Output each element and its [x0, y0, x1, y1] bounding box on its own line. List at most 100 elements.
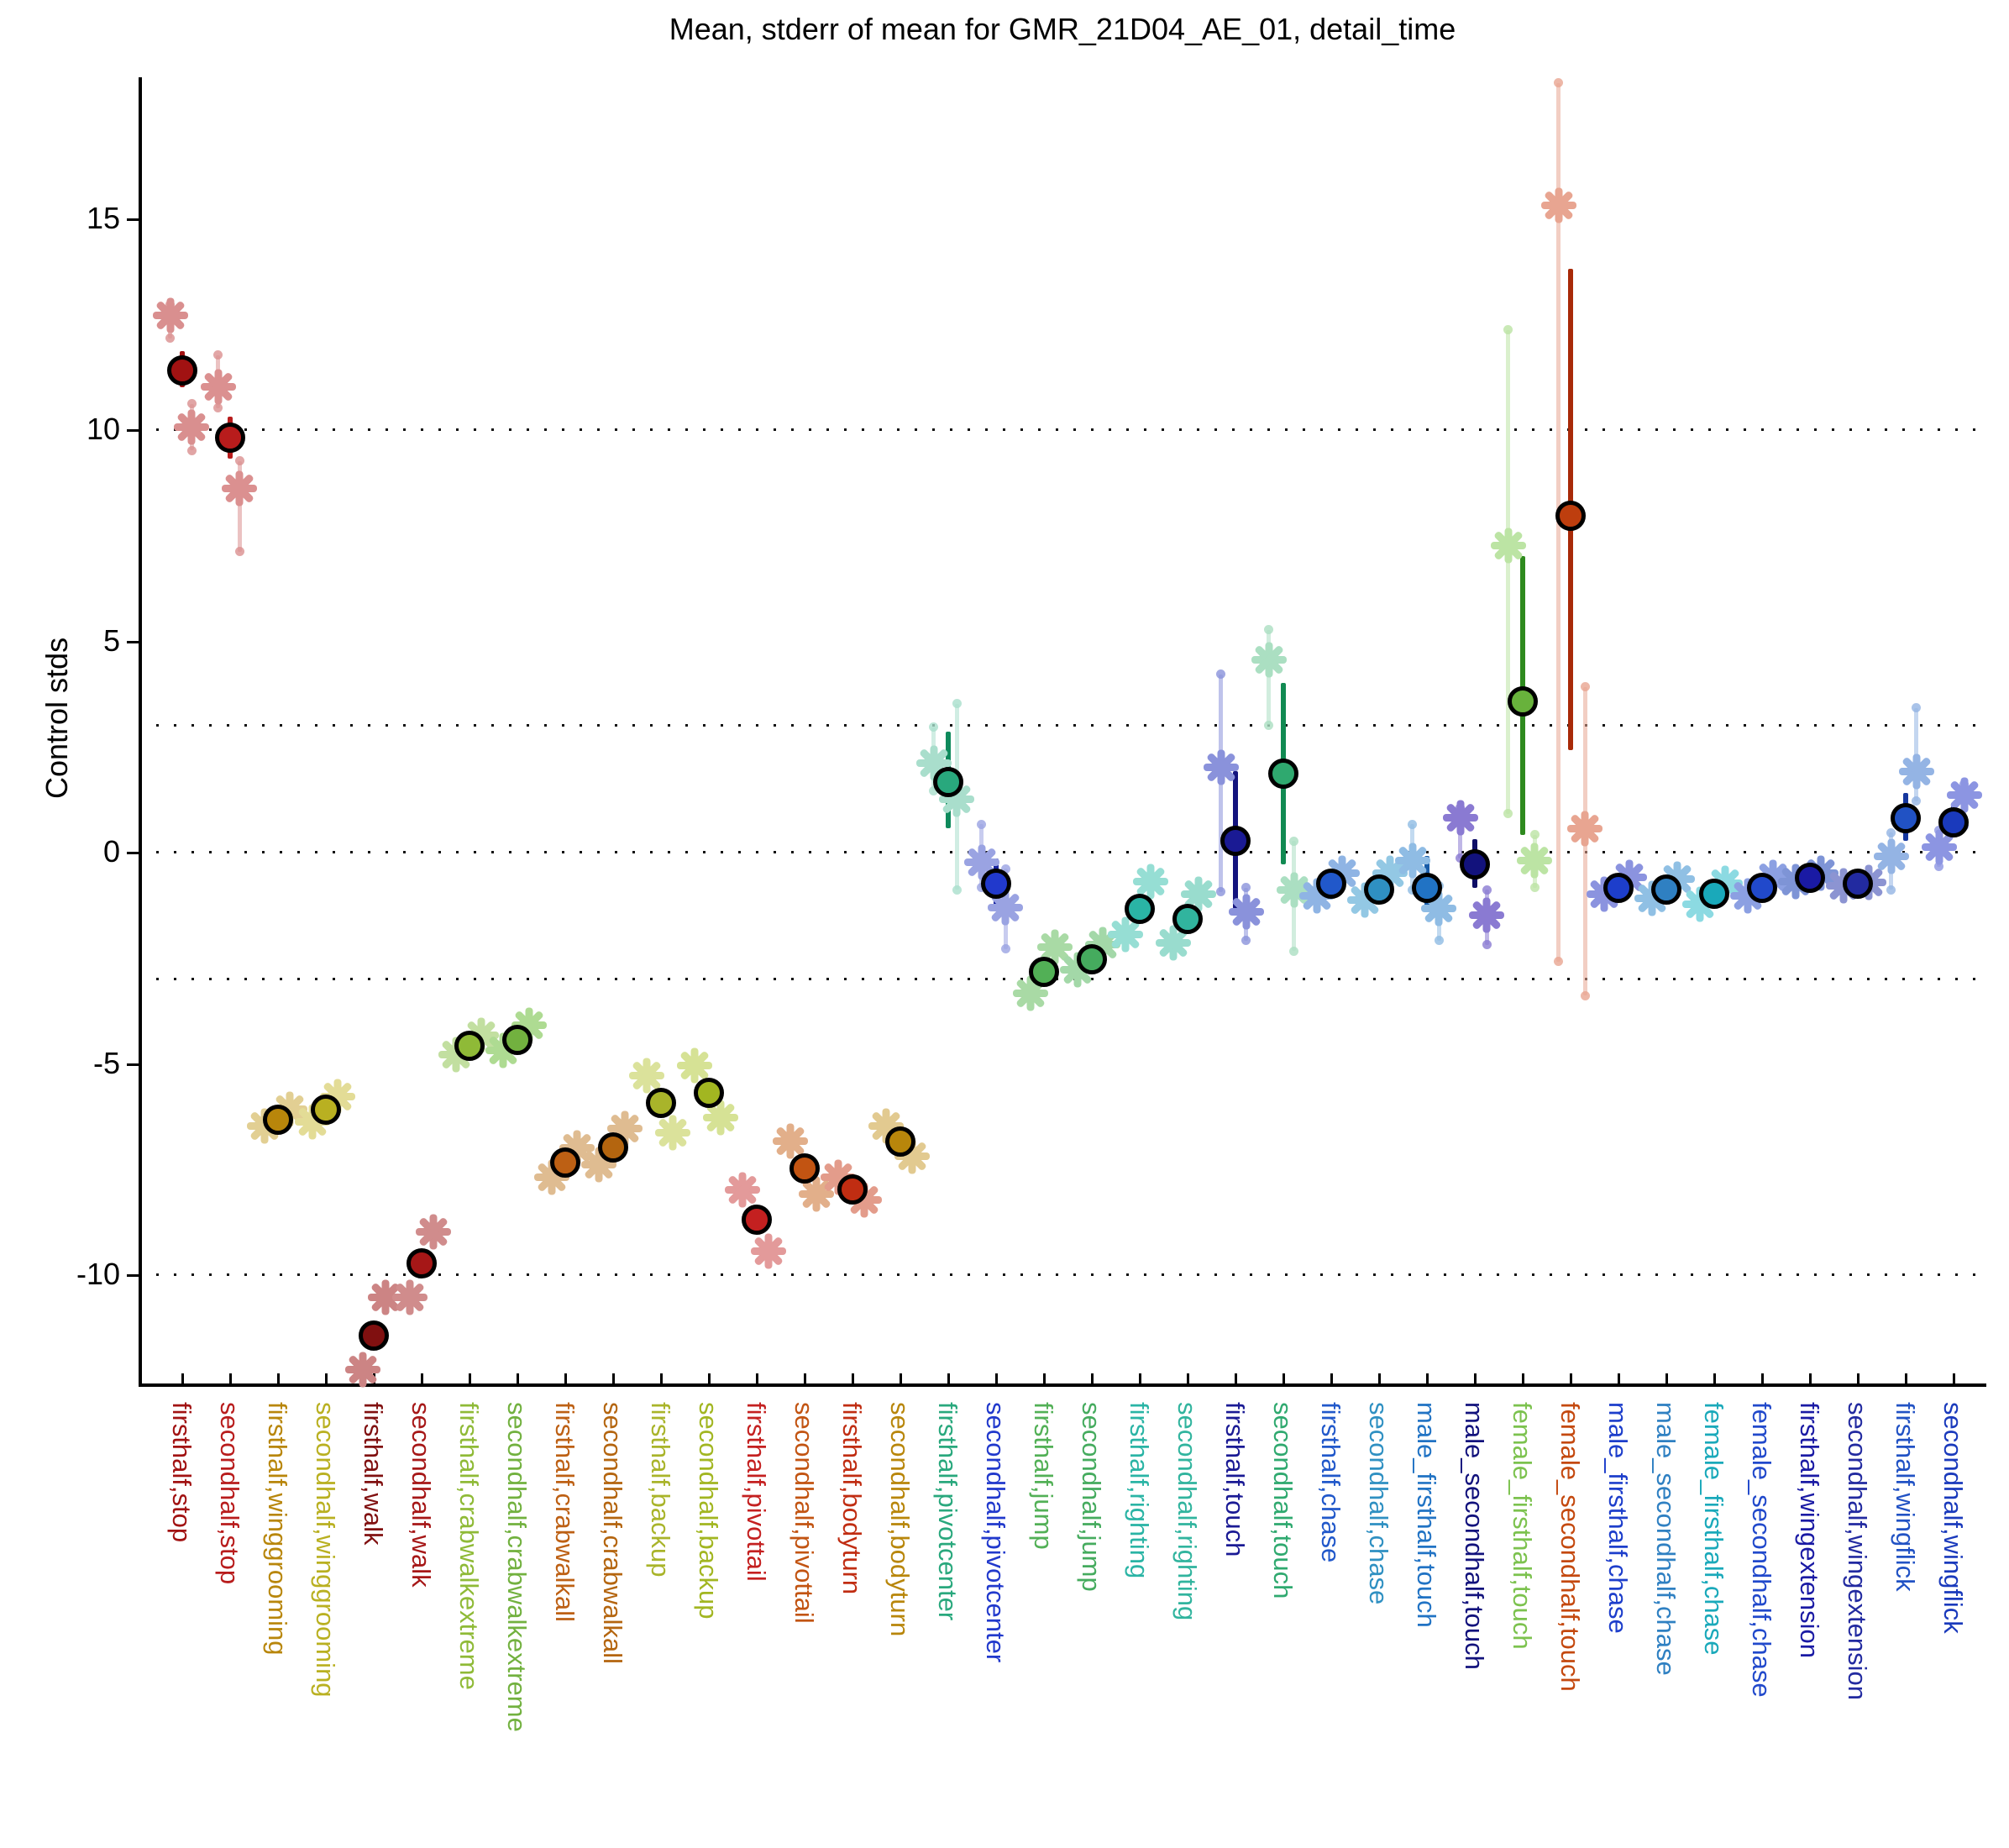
mean-marker: [789, 1153, 820, 1184]
control-stderr-cap: [1000, 864, 1010, 874]
x-category-label: secondhalf,wingextension: [1843, 1402, 1872, 1701]
control-stderr-cap: [977, 819, 987, 829]
control-stderr-cap: [234, 547, 244, 557]
control-stderr-cap: [1886, 827, 1896, 837]
y-tick-mark: [127, 852, 139, 854]
y-tick-label: -10: [76, 1257, 120, 1291]
mean-marker: [1125, 893, 1155, 924]
x-category-label: male_secondhalf,touch: [1460, 1402, 1489, 1670]
mean-marker: [1364, 874, 1394, 906]
mean-marker: [1699, 879, 1729, 910]
control-stderr-cap: [1529, 883, 1540, 893]
gridline: [139, 1273, 1986, 1276]
x-category-label: secondhalf,righting: [1172, 1402, 1202, 1621]
x-tick-mark: [947, 1373, 950, 1384]
mean-marker: [1508, 686, 1538, 717]
mean-marker: [407, 1248, 437, 1279]
y-tick-mark: [127, 640, 139, 643]
gridline: [139, 977, 1986, 980]
x-tick-mark: [1570, 1373, 1572, 1384]
control-stderr-cap: [1503, 809, 1513, 819]
x-category-label: firsthalf,jump: [1029, 1402, 1058, 1550]
x-tick-mark: [612, 1373, 615, 1384]
x-tick-mark: [1809, 1373, 1812, 1384]
x-category-label: firsthalf,wingextension: [1795, 1402, 1824, 1658]
mean-marker: [1460, 849, 1490, 880]
x-category-label: firsthalf,crabwalkall: [550, 1402, 580, 1622]
x-tick-mark: [660, 1373, 663, 1384]
x-tick-mark: [421, 1373, 423, 1384]
mean-marker: [1747, 872, 1777, 903]
mean-marker: [454, 1031, 485, 1062]
x-tick-mark: [1618, 1373, 1620, 1384]
control-stderr-cap: [1886, 885, 1896, 895]
x-category-label: male_secondhalf,chase: [1651, 1402, 1681, 1676]
x-category-label: secondhalf,chase: [1364, 1402, 1393, 1605]
mean-marker: [311, 1094, 341, 1125]
x-tick-mark: [756, 1373, 758, 1384]
mean-marker: [1077, 944, 1107, 975]
control-stderr-cap: [1554, 78, 1564, 88]
mean-marker: [694, 1077, 724, 1108]
x-tick-mark: [708, 1373, 711, 1384]
y-tick-label: -5: [92, 1045, 120, 1080]
x-category-label: firsthalf,bodyturn: [837, 1402, 867, 1595]
x-category-label: firsthalf,touch: [1220, 1402, 1250, 1557]
x-category-label: female_secondhalf,touch: [1555, 1402, 1585, 1692]
x-category-label: female_firsthalf,chase: [1699, 1402, 1728, 1656]
x-category-label: secondhalf,wingflick: [1938, 1402, 1968, 1634]
mean-marker: [1316, 868, 1346, 899]
y-tick-mark: [127, 429, 139, 432]
x-tick-mark: [1426, 1373, 1429, 1384]
mean-marker: [502, 1024, 532, 1055]
x-tick-mark: [1665, 1373, 1668, 1384]
x-tick-mark: [1474, 1373, 1477, 1384]
mean-marker: [1795, 863, 1825, 894]
x-tick-mark: [1953, 1373, 1955, 1384]
control-stderr-bar: [1506, 329, 1511, 814]
mean-marker: [167, 354, 197, 386]
y-tick-label: 15: [86, 200, 120, 235]
x-tick-mark: [517, 1373, 519, 1384]
x-category-label: firsthalf,pivotcenter: [933, 1402, 963, 1621]
x-category-label: secondhalf,backup: [694, 1402, 723, 1620]
x-category-label: female_firsthalf,touch: [1508, 1402, 1537, 1650]
x-category-label: firsthalf,wingflick: [1891, 1402, 1920, 1592]
mean-marker: [1938, 806, 1969, 837]
mean-marker: [981, 869, 1011, 900]
mean-marker: [1651, 874, 1681, 906]
x-category-label: secondhalf,crabwalkextreme: [502, 1402, 532, 1732]
x-category-label: secondhalf,bodyturn: [885, 1402, 915, 1637]
x-tick-mark: [852, 1373, 854, 1384]
mean-marker: [837, 1174, 868, 1205]
x-tick-mark: [229, 1373, 232, 1384]
control-stderr-cap: [1408, 819, 1418, 829]
x-category-label: secondhalf,touch: [1268, 1402, 1298, 1599]
control-stderr-cap: [1912, 796, 1922, 806]
control-stderr-cap: [1529, 830, 1540, 840]
control-stderr-cap: [1482, 940, 1492, 950]
x-category-label: female_secondhalf,chase: [1747, 1402, 1776, 1698]
control-stderr-cap: [1216, 669, 1226, 680]
x-category-label: firsthalf,crabwalkextreme: [454, 1402, 484, 1690]
y-tick-mark: [127, 1063, 139, 1066]
control-stderr-cap: [1434, 936, 1444, 946]
x-tick-mark: [1761, 1373, 1764, 1384]
mean-marker: [1172, 904, 1203, 935]
mean-marker: [1555, 501, 1586, 532]
x-tick-mark: [1043, 1373, 1046, 1384]
gridline: [139, 851, 1986, 853]
gridline: [139, 724, 1986, 727]
control-stderr-cap: [1482, 885, 1492, 895]
mean-marker: [1412, 872, 1442, 903]
x-tick-mark: [1235, 1373, 1237, 1384]
control-stderr-cap: [1580, 990, 1590, 1000]
control-stderr-cap: [952, 885, 962, 895]
x-category-label: firsthalf,chase: [1316, 1402, 1345, 1563]
control-stderr-bar: [1267, 629, 1272, 726]
y-axis-label: Control stds: [39, 637, 74, 799]
control-stderr-cap: [1934, 862, 1944, 872]
x-category-label: male_firsthalf,touch: [1412, 1402, 1441, 1628]
x-tick-mark: [1283, 1373, 1285, 1384]
mean-marker: [933, 767, 963, 797]
